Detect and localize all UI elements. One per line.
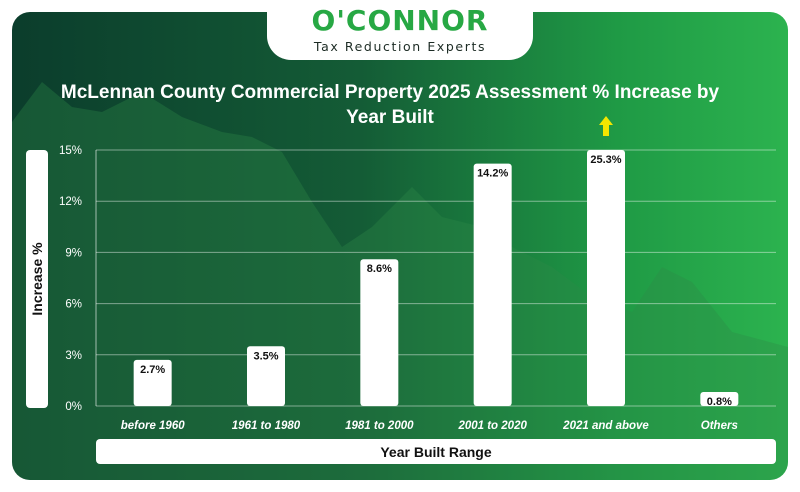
data-label: 3.5%: [253, 350, 278, 362]
y-tick-label: 6%: [65, 299, 82, 311]
bar: [133, 359, 172, 406]
y-tick-label: 3%: [65, 350, 82, 362]
data-label: 8.6%: [367, 263, 392, 275]
chart-title: McLennan County Commercial Property 2025…: [60, 82, 720, 128]
x-tick-label: 1961 to 1980: [232, 420, 301, 432]
y-tick-label: 9%: [65, 247, 82, 259]
y-axis-label-background: [26, 150, 48, 408]
bar: [700, 392, 739, 406]
bar: [473, 163, 512, 406]
logo-tab: O'CONNOR Tax Reduction Experts: [267, 0, 533, 60]
logo-tagline: Tax Reduction Experts: [313, 39, 487, 54]
data-label: 2.7%: [140, 364, 165, 376]
x-tick-label: 1981 to 2000: [345, 420, 414, 432]
x-tick-label: Others: [701, 420, 738, 432]
logo-wordmark: O'CONNOR: [311, 4, 489, 37]
data-label: 14.2%: [477, 168, 508, 180]
bar: [587, 150, 625, 406]
y-tick-label: 15%: [59, 145, 82, 157]
bar: [360, 259, 399, 406]
bar: [247, 346, 285, 406]
y-tick-label: 0%: [65, 401, 82, 413]
x-tick-label: 2021 and above: [562, 420, 649, 432]
y-tick-label: 12%: [59, 196, 82, 208]
up-arrow-icon: [599, 116, 613, 136]
x-tick-label: 2001 to 2020: [457, 420, 527, 432]
data-label: 0.8%: [707, 396, 732, 408]
x-axis-label: Year Built Range: [96, 439, 776, 464]
x-tick-label: before 1960: [121, 420, 186, 432]
data-label: 25.3%: [590, 154, 621, 166]
